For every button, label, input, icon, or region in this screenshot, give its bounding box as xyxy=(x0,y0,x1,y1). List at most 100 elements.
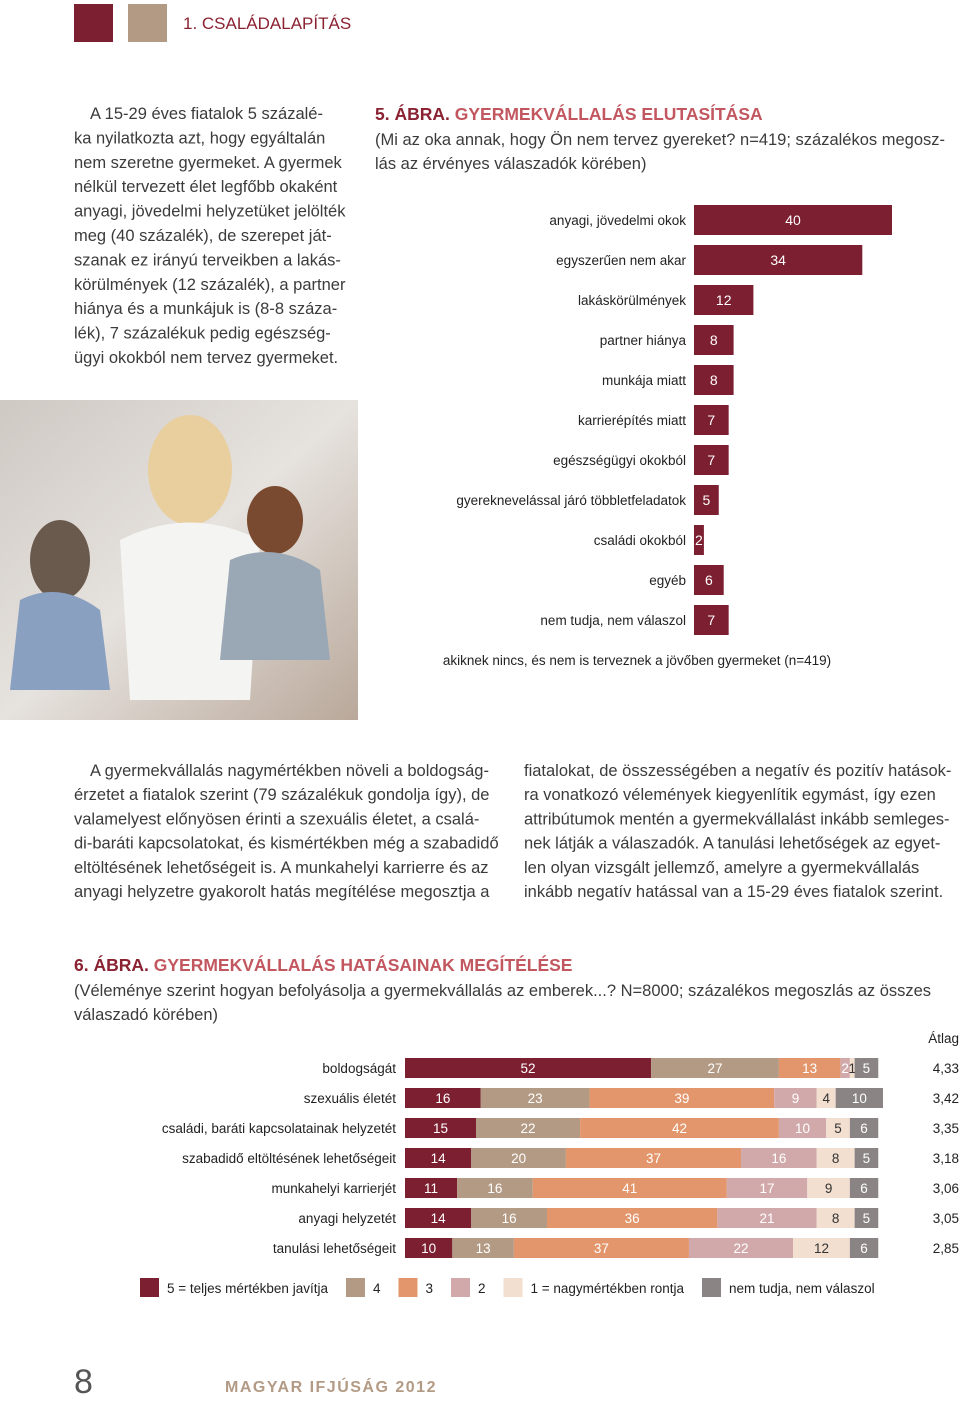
bar-segment xyxy=(835,1088,883,1108)
text-line: A 15-29 éves fiatalok 5 százalé- xyxy=(90,105,323,123)
value-label: 39 xyxy=(674,1091,689,1106)
value-label: 16 xyxy=(502,1211,517,1226)
bar xyxy=(694,485,719,515)
subtitle: (Véleménye szerint hogyan befolyásolja a… xyxy=(74,982,931,1000)
legend-label: nem tudja, nem válaszol xyxy=(729,1281,875,1296)
bar-segment xyxy=(688,1238,794,1258)
value-label: 17 xyxy=(760,1181,775,1196)
bar xyxy=(694,285,754,315)
bar-segment xyxy=(405,1178,458,1198)
value-label: 15 xyxy=(433,1121,448,1136)
category-label: anyagi helyzetét xyxy=(298,1211,396,1226)
value-label: 10 xyxy=(795,1121,810,1136)
value-label: 7 xyxy=(707,452,715,468)
value-label: 8 xyxy=(832,1211,840,1226)
text-line: lék), 7 százalékuk pedig egészség- xyxy=(74,325,331,343)
header-square xyxy=(128,4,167,42)
bar xyxy=(694,325,734,355)
value-label: 6 xyxy=(860,1241,868,1256)
figure-title: 6. ÁBRA. GYERMEKVÁLLALÁS HATÁSAINAK MEGÍ… xyxy=(74,954,572,975)
bar-segment xyxy=(471,1208,547,1228)
average: 4,33 xyxy=(933,1061,959,1076)
value-label: 2 xyxy=(841,1061,849,1076)
text-line: A gyermekvállalás nagymértékben növeli a… xyxy=(90,762,489,780)
bar-segment xyxy=(513,1238,689,1258)
value-label: 21 xyxy=(760,1211,775,1226)
bar xyxy=(694,525,704,555)
value-label: 5 xyxy=(834,1121,842,1136)
average: 3,35 xyxy=(933,1121,959,1136)
bar-segment xyxy=(807,1178,850,1198)
value-label: 10 xyxy=(421,1241,436,1256)
bar-segment xyxy=(580,1118,779,1138)
bar-segment xyxy=(816,1088,836,1108)
header-square xyxy=(74,4,113,42)
subtitle: (Mi az oka annak, hogy Ön nem tervez gye… xyxy=(375,131,945,149)
bar-segment xyxy=(849,1058,855,1078)
text-line: érzetet a fiatalok szerint (79 százaléku… xyxy=(74,786,489,804)
value-label: 16 xyxy=(435,1091,450,1106)
text-line: ra vonatkozó vélemények kiegyenlítik egy… xyxy=(524,786,936,804)
value-label: 52 xyxy=(521,1061,536,1076)
page-number: 8 xyxy=(74,1363,93,1401)
subtitle: válaszadó körében) xyxy=(74,1006,218,1024)
bar-segment xyxy=(480,1088,590,1108)
legend-label: 1 = nagymértékben rontja xyxy=(531,1281,685,1296)
value-label: 36 xyxy=(625,1211,640,1226)
value-label: 10 xyxy=(852,1091,867,1106)
bar-segment xyxy=(726,1178,808,1198)
text-line: di-baráti kapcsolatokat, és kismértékben… xyxy=(74,835,499,853)
value-label: 13 xyxy=(802,1061,817,1076)
title: GYERMEKVÁLLALÁS ELUTASÍTÁSA xyxy=(455,103,763,124)
value-label: 6 xyxy=(860,1121,868,1136)
value-label: 5 xyxy=(863,1211,871,1226)
bar-segment xyxy=(816,1208,855,1228)
legend-label: 4 xyxy=(373,1281,381,1296)
text-line: körülmények (12 százalék), a partner xyxy=(74,276,346,294)
title: GYERMEKVÁLLALÁS HATÁSAINAK MEGÍTÉLÉSE xyxy=(154,954,573,975)
value-label: 5 xyxy=(863,1151,871,1166)
bar xyxy=(694,565,724,595)
legend-swatch xyxy=(140,1278,159,1297)
section-title: 1. CSALÁDALAPÍTÁS xyxy=(183,14,351,33)
bar-segment xyxy=(840,1058,850,1078)
text-line: inkább negatív hatással van a 15-29 éves… xyxy=(524,883,943,901)
bar-segment xyxy=(854,1058,879,1078)
category-label: szexuális életét xyxy=(304,1091,397,1106)
value-label: 8 xyxy=(832,1151,840,1166)
bar-segment xyxy=(405,1148,472,1168)
text-line: attribútumok mentén a gyermekvállalást i… xyxy=(524,810,950,828)
bar-segment xyxy=(816,1148,855,1168)
figure-title: 5. ÁBRA. GYERMEKVÁLLALÁS ELUTASÍTÁSA xyxy=(375,103,763,124)
bar-segment xyxy=(778,1058,841,1078)
text-line: szanak ez irányú terveikben a lakás- xyxy=(74,251,341,269)
bar xyxy=(694,365,734,395)
bar-segment xyxy=(452,1238,514,1258)
value-label: 2 xyxy=(695,532,703,548)
value-label: 20 xyxy=(511,1151,526,1166)
bar-segment xyxy=(405,1058,652,1078)
text-line: anyagi helyzetre gyakorolt hatás megítél… xyxy=(74,883,490,901)
text-line: hiánya és a munkájuk is (8-8 száza- xyxy=(74,300,337,318)
value-label: 40 xyxy=(785,212,801,228)
bar-segment xyxy=(546,1208,718,1228)
figure-label: 5. ÁBRA. xyxy=(375,103,450,124)
category-label: boldogságát xyxy=(322,1061,396,1076)
bar-segment xyxy=(854,1148,879,1168)
value-label: 11 xyxy=(424,1181,438,1196)
bar-segment xyxy=(475,1118,581,1138)
value-label: 4 xyxy=(822,1091,830,1106)
text-line: meg (40 százalék), de szerepet ját- xyxy=(74,227,332,245)
publication: MAGYAR IFJÚSÁG 2012 xyxy=(225,1377,437,1396)
bar-segment xyxy=(774,1088,817,1108)
category-label: egyszerűen nem akar xyxy=(556,253,686,268)
photo xyxy=(0,400,358,720)
category-label: partner hiánya xyxy=(600,333,687,348)
legend-label: 5 = teljes mértékben javítja xyxy=(167,1281,328,1296)
bar-segment xyxy=(565,1148,742,1168)
value-label: 9 xyxy=(825,1181,833,1196)
value-label: 16 xyxy=(771,1151,786,1166)
average: 3,42 xyxy=(933,1091,959,1106)
legend-label: 3 xyxy=(425,1281,433,1296)
legend-swatch xyxy=(451,1278,470,1297)
